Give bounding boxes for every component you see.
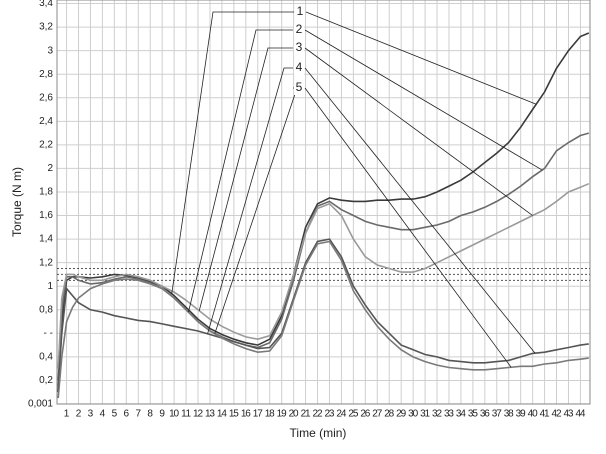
y-tick-label: 0,8: [39, 304, 53, 315]
y-tick-label: 1,2: [39, 257, 53, 268]
x-tick-label: 23: [324, 409, 334, 420]
y-tick-label: 2,6: [39, 92, 53, 103]
curve-label: 4: [296, 60, 303, 74]
x-tick-label: 10: [169, 409, 179, 420]
y-tick-label: 1: [47, 281, 53, 292]
x-tick-label: 40: [528, 409, 538, 420]
y-tick-label: 1,8: [39, 187, 53, 198]
label-bg: [294, 81, 304, 95]
x-tick-label: 41: [540, 409, 550, 420]
y-tick-label: 0,4: [39, 352, 53, 363]
x-tick-label: 29: [396, 409, 406, 420]
x-tick-label: 34: [456, 409, 466, 420]
curve-label: 3: [296, 40, 303, 54]
x-tick-label: 9: [159, 409, 165, 420]
x-tick-label: 39: [516, 409, 526, 420]
y-tick-label: 2,8: [39, 69, 53, 80]
x-tick-label: 21: [301, 409, 311, 420]
x-tick-label: 43: [563, 409, 573, 420]
x-tick-label: 8: [147, 409, 153, 420]
line-series: [57, 238, 589, 387]
leader-line: [171, 11, 294, 294]
x-tick-label: 22: [313, 409, 323, 420]
x-tick-label: 44: [575, 409, 585, 420]
leader-line: [198, 47, 293, 311]
x-tick-label: 42: [552, 409, 562, 420]
x-tick-label: 16: [241, 409, 251, 420]
x-axis-title: Time (min): [290, 426, 347, 440]
x-tick-label: 6: [124, 409, 130, 420]
x-tick-label: 14: [217, 409, 227, 420]
y-tick-label: 2: [47, 163, 53, 174]
x-tick-label: 37: [492, 409, 502, 420]
y-tick-label: 0,001: [28, 399, 53, 410]
y-tick-label: 0,2: [39, 375, 53, 386]
x-tick-label: 20: [289, 409, 299, 420]
y-tick-label: 3: [47, 45, 53, 56]
x-tick-label: 35: [468, 409, 478, 420]
leader-line: [188, 29, 293, 313]
label-bg: [294, 23, 304, 37]
plot-frame: [56, 0, 591, 405]
curve-label: 5: [296, 80, 303, 94]
x-tick-label: 5: [112, 409, 118, 420]
x-tick-label: 3: [88, 409, 94, 420]
x-tick-label: 17: [253, 409, 263, 420]
leader-line: [305, 11, 537, 105]
leader-line: [214, 87, 298, 334]
x-tick-label: 24: [336, 409, 346, 420]
x-tick-label: 4: [100, 409, 106, 420]
x-tick-label: 15: [229, 409, 239, 420]
label-bg: [294, 41, 304, 55]
leader-line: [304, 47, 533, 216]
x-tick-label: 30: [408, 409, 418, 420]
y-tick-label: 3,2: [39, 22, 53, 33]
y-tick-label: 2,4: [39, 116, 53, 127]
leader-line: [207, 67, 293, 334]
y-tick-label: 2,2: [39, 140, 53, 151]
x-tick-label: 28: [384, 409, 394, 420]
x-tick-label: 25: [348, 409, 358, 420]
leader-line: [304, 29, 543, 171]
label-bg: [294, 61, 304, 75]
x-tick-label: 27: [372, 409, 382, 420]
x-tick-label: 1: [64, 409, 70, 420]
x-tick-label: 19: [277, 409, 287, 420]
x-tick-label: 18: [265, 409, 275, 420]
leader-line: [304, 67, 536, 354]
x-tick-label: 36: [480, 409, 490, 420]
y-axis-title: Torque (N m): [10, 167, 24, 237]
x-tick-label: 32: [432, 409, 442, 420]
label-bg: [295, 5, 305, 19]
curve-label: 1: [297, 4, 304, 18]
x-tick-label: 33: [444, 409, 454, 420]
x-tick-label: 26: [360, 409, 370, 420]
x-tick-label: 12: [193, 409, 203, 420]
x-tick-label: 31: [420, 409, 430, 420]
x-tick-label: 11: [181, 409, 191, 420]
x-tick-label: 38: [504, 409, 514, 420]
x-tick-label: 2: [76, 409, 82, 420]
line-series: [57, 182, 590, 369]
y-tick-label: 1,4: [39, 234, 53, 245]
y-tick-label: 1,6: [39, 210, 53, 221]
line-series: [57, 240, 589, 399]
x-tick-label: 7: [135, 409, 141, 420]
curve-label: 2: [296, 22, 303, 36]
x-tick-label: 13: [205, 409, 215, 420]
y-tick-label: 3,4: [39, 0, 53, 9]
y-tick-label: - -: [44, 328, 53, 339]
leader-line: [304, 87, 512, 368]
